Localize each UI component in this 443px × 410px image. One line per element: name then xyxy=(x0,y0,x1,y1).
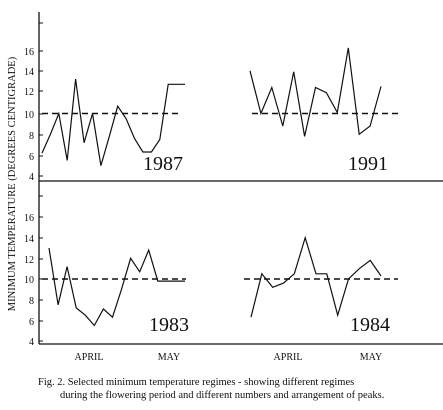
y-tick-labels-bottom: 16 14 12 10 8 6 4 xyxy=(24,213,34,348)
y-tick-labels-top: 16 14 12 10 8 6 4 xyxy=(24,47,34,183)
temperature-series-line-1984 xyxy=(250,235,382,318)
y-tick-label: 14 xyxy=(24,67,34,78)
y-axis-title: MINIMUM TEMPERATURE (DEGREES CENTIGRADE) xyxy=(7,56,18,311)
y-ticks-bottom xyxy=(39,195,43,342)
plot-layer xyxy=(41,47,398,327)
y-tick-label: 4 xyxy=(29,172,34,183)
temperature-series-line-1991 xyxy=(249,47,382,137)
panel-year-label: 1991 xyxy=(348,153,388,175)
y-tick-label: 8 xyxy=(29,131,34,142)
y-tick-label: 6 xyxy=(29,152,34,163)
panel-year-label: 1983 xyxy=(149,314,189,336)
month-label-may-right: MAY xyxy=(360,352,382,363)
y-tick-label: 16 xyxy=(24,47,34,58)
figure-caption: Fig. 2. Selected minimum temperature reg… xyxy=(38,377,384,402)
caption-line-1: Fig. 2. Selected minimum temperature reg… xyxy=(38,377,355,388)
y-tick-label: 16 xyxy=(24,213,34,224)
y-tick-label: 10 xyxy=(24,110,34,121)
month-label-april-left: APRIL xyxy=(75,352,104,363)
temperature-series-line-1983 xyxy=(48,247,185,327)
panel-year-label: 1984 xyxy=(350,314,390,336)
y-tick-label: 10 xyxy=(24,275,34,286)
y-tick-label: 14 xyxy=(24,234,34,245)
y-tick-label: 8 xyxy=(29,296,34,307)
month-label-april-right: APRIL xyxy=(274,352,303,363)
temperature-series-line-1987 xyxy=(41,79,185,166)
y-ticks-top xyxy=(39,22,43,177)
y-tick-label: 12 xyxy=(24,255,34,266)
caption-line-2: during the flowering period and differen… xyxy=(60,389,385,401)
y-tick-label: 6 xyxy=(29,317,34,328)
y-tick-label: 12 xyxy=(24,87,34,98)
panel-year-label: 1987 xyxy=(143,153,183,175)
y-tick-label: 4 xyxy=(29,337,34,348)
month-label-may-left: MAY xyxy=(158,352,180,363)
